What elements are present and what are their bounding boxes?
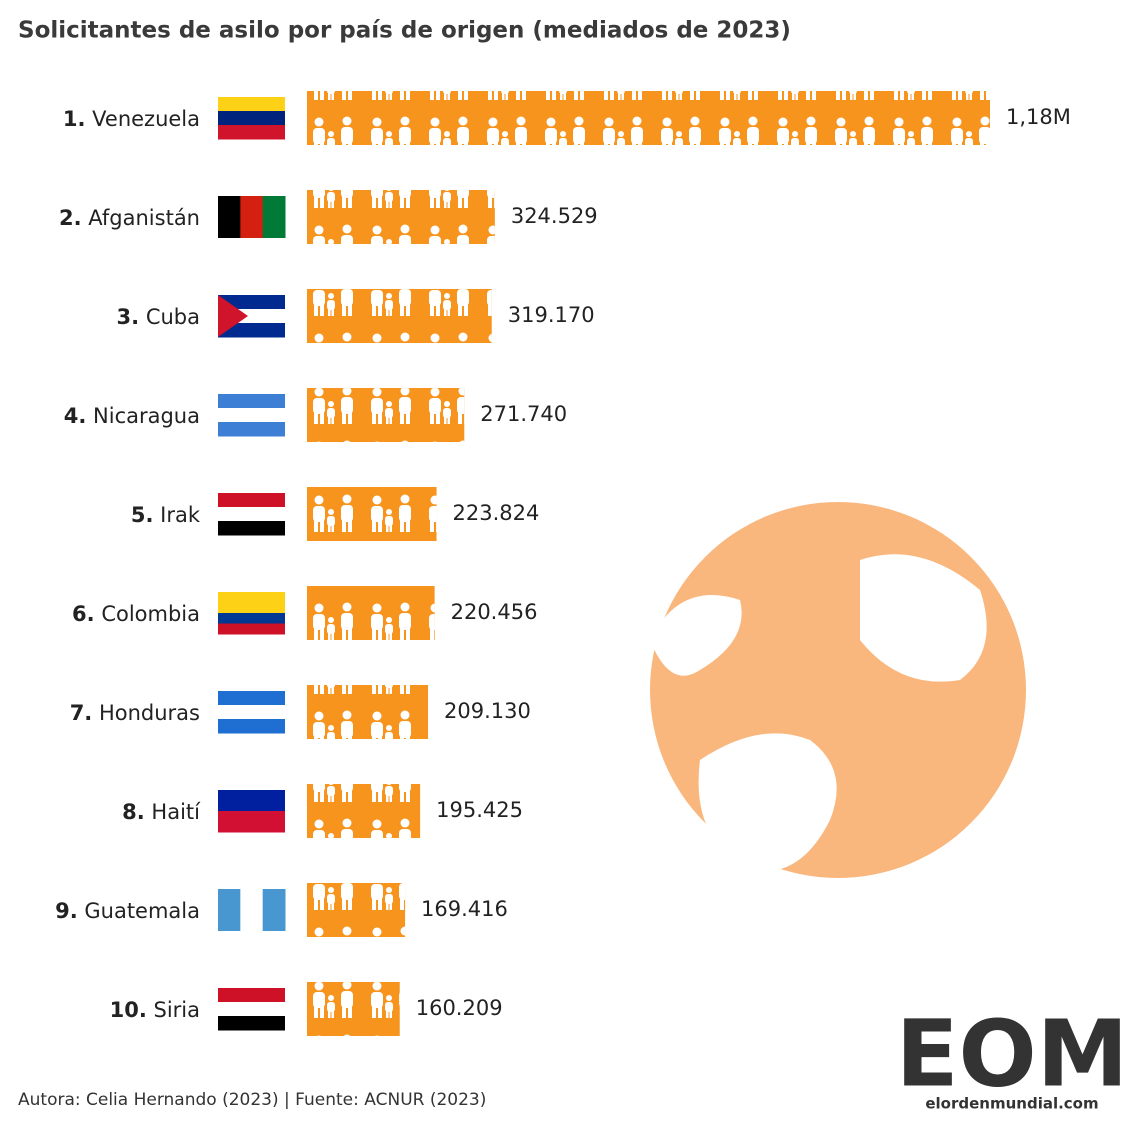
flag-stripe xyxy=(218,691,285,706)
value-label: 271.740 xyxy=(480,402,567,426)
value-label: 195.425 xyxy=(436,798,523,822)
country: Nicaragua xyxy=(86,404,200,428)
value-label: 169.416 xyxy=(421,897,508,921)
flag xyxy=(218,295,285,338)
bar-icons xyxy=(307,388,465,442)
country: Guatemala xyxy=(78,899,200,923)
flag-stripe xyxy=(240,196,264,238)
flag xyxy=(218,988,285,1031)
bar-icons xyxy=(307,685,429,739)
flag-stripe xyxy=(262,196,286,238)
bar-icons xyxy=(307,883,406,937)
flag xyxy=(218,394,285,437)
flag-stripe xyxy=(218,295,285,310)
bar-icons xyxy=(307,586,435,640)
flag-stripe xyxy=(218,889,241,931)
flag xyxy=(218,493,285,536)
rank: 5. xyxy=(131,503,154,527)
category-label: 2. Afganistán xyxy=(59,206,200,230)
flag-stripe xyxy=(218,592,285,614)
flag-stripe xyxy=(218,988,285,1003)
flag xyxy=(218,691,285,734)
category-label: 3. Cuba xyxy=(117,305,200,329)
flag-stripe xyxy=(218,1002,285,1017)
value-label: 160.209 xyxy=(416,996,503,1020)
flag-stripe xyxy=(262,889,286,931)
flag xyxy=(218,592,285,635)
flag-stripe xyxy=(218,422,285,437)
bar-icons xyxy=(307,91,990,145)
rank: 6. xyxy=(72,602,95,626)
category-label: 8. Haití xyxy=(122,800,201,824)
flag-stripe xyxy=(218,111,285,126)
country: Cuba xyxy=(139,305,200,329)
globe xyxy=(650,502,1026,878)
rank: 1. xyxy=(63,107,86,131)
flag-stripe xyxy=(218,623,285,635)
category-label: 6. Colombia xyxy=(72,602,200,626)
value-label: 319.170 xyxy=(508,303,595,327)
country: Irak xyxy=(153,503,200,527)
category-label: 1. Venezuela xyxy=(63,107,200,131)
country: Afganistán xyxy=(82,206,200,230)
rank: 7. xyxy=(70,701,93,725)
flag-stripe xyxy=(218,705,285,720)
country: Colombia xyxy=(95,602,200,626)
flag-stripe xyxy=(218,1016,285,1031)
flag-stripe xyxy=(218,719,285,734)
country: Honduras xyxy=(92,701,200,725)
logo-url: elordenmundial.com xyxy=(925,1095,1098,1113)
value-label: 223.824 xyxy=(453,501,540,525)
flag-stripe xyxy=(218,408,285,423)
bar-icons xyxy=(307,784,421,838)
category-label: 9. Guatemala xyxy=(55,899,200,923)
flag-stripe xyxy=(240,889,264,931)
rank: 10. xyxy=(110,998,147,1022)
flag-triangle xyxy=(218,295,248,337)
source: Autora: Celia Hernando (2023) | Fuente: … xyxy=(18,1090,486,1110)
flag-stripe xyxy=(218,790,285,812)
bar-icons xyxy=(307,982,400,1036)
category-label: 7. Honduras xyxy=(70,701,200,725)
rank: 9. xyxy=(55,899,78,923)
flag xyxy=(218,790,285,833)
category-label: 4. Nicaragua xyxy=(64,404,200,428)
country: Siria xyxy=(147,998,200,1022)
category-label: 5. Irak xyxy=(131,503,201,527)
logo: EOM xyxy=(896,1000,1125,1107)
flag-stripe xyxy=(218,811,285,833)
flag-stripe xyxy=(218,97,285,112)
value-label: 209.130 xyxy=(444,699,531,723)
flag xyxy=(218,889,286,931)
category-label: 10. Siria xyxy=(110,998,200,1022)
bar-icons xyxy=(307,487,437,541)
value-label: 220.456 xyxy=(451,600,538,624)
rank: 3. xyxy=(117,305,140,329)
country: Haití xyxy=(145,800,201,824)
country: Venezuela xyxy=(85,107,200,131)
flag-stripe xyxy=(218,613,285,624)
flag-stripe xyxy=(218,125,285,140)
flag-stripe xyxy=(218,521,285,536)
bar-icons xyxy=(307,190,495,244)
flag xyxy=(218,97,285,140)
rank: 4. xyxy=(64,404,87,428)
flag xyxy=(218,196,286,238)
rank: 8. xyxy=(122,800,145,824)
value-label: 324.529 xyxy=(511,204,598,228)
flag-stripe xyxy=(218,507,285,522)
flag-stripe xyxy=(218,196,241,238)
rank: 2. xyxy=(59,206,82,230)
flag-stripe xyxy=(218,323,285,338)
chart-title: Solicitantes de asilo por país de origen… xyxy=(18,18,791,44)
value-label: 1,18M xyxy=(1006,105,1071,129)
flag-stripe xyxy=(218,493,285,508)
bar-icons xyxy=(307,289,492,343)
flag-stripe xyxy=(218,394,285,409)
